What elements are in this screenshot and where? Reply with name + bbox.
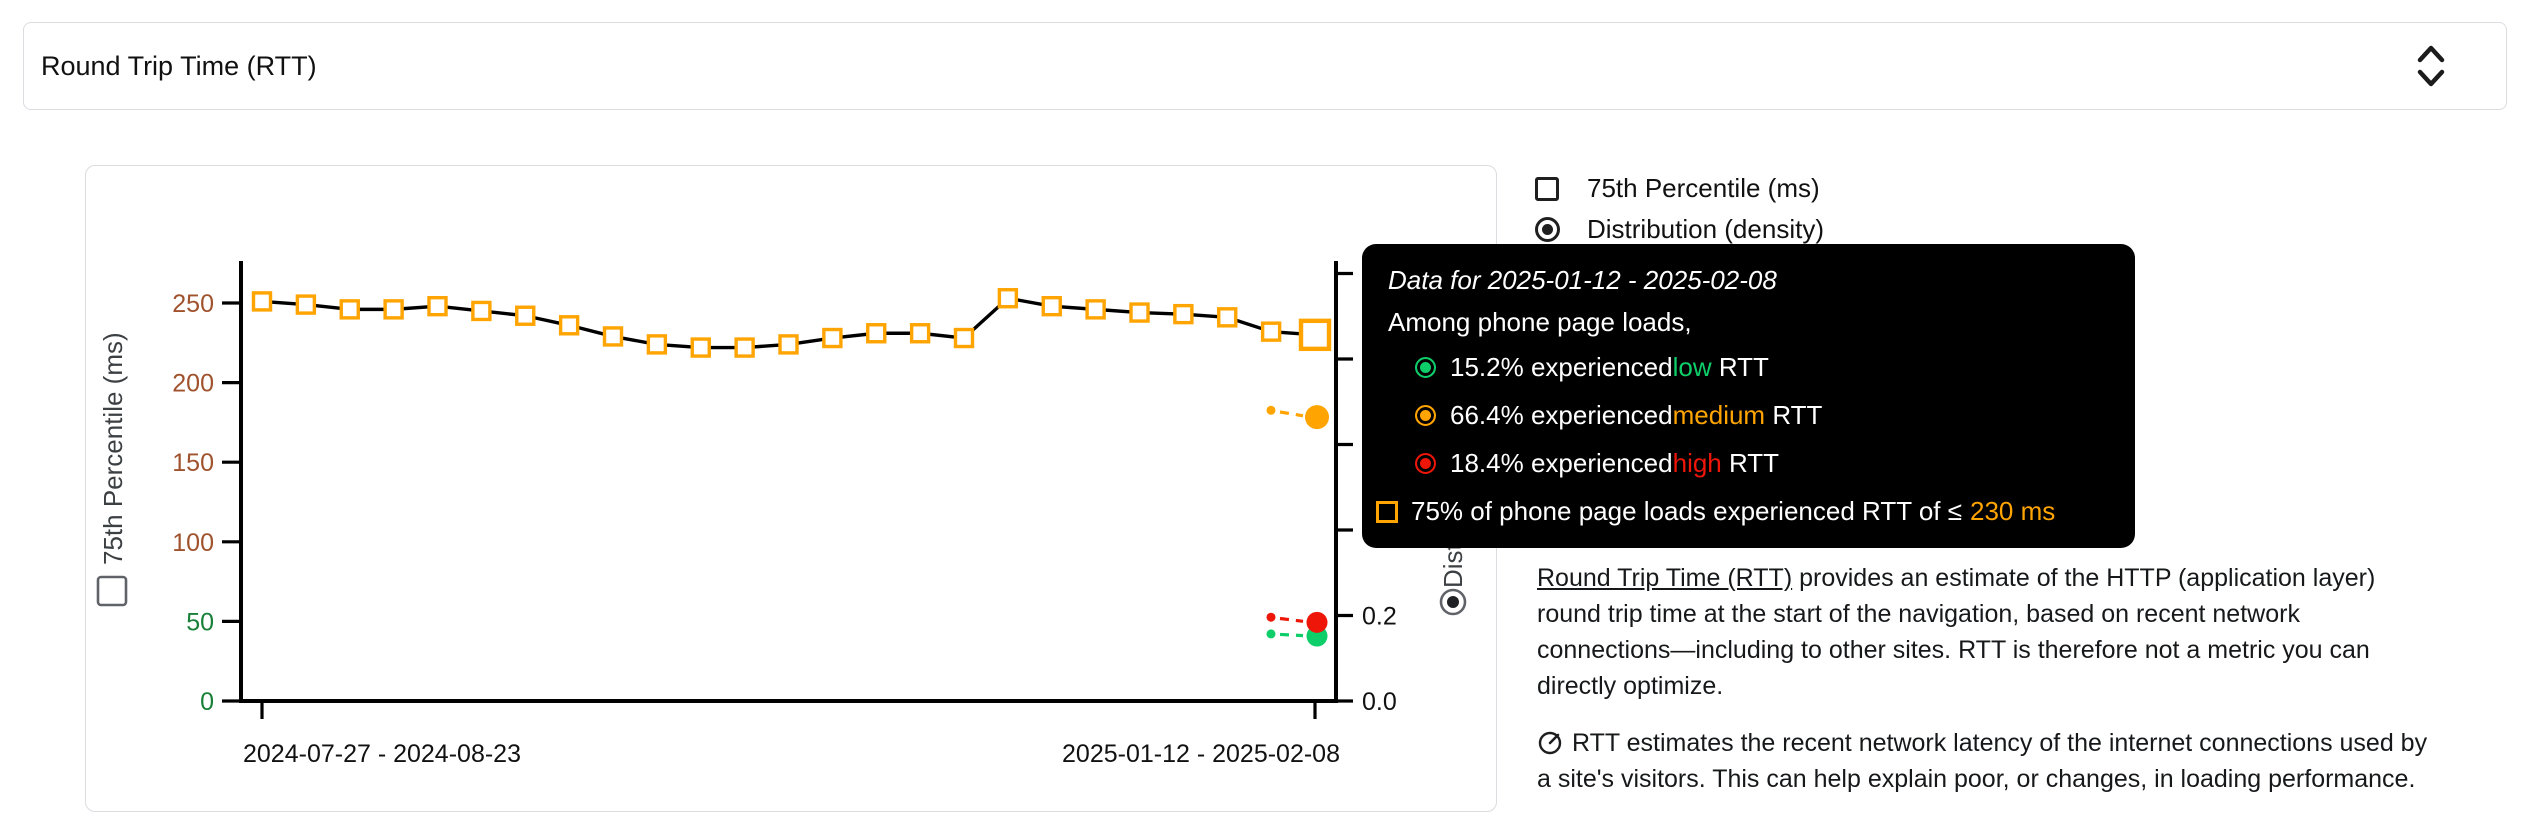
data-point-marker[interactable] [339,299,360,320]
y-axis-tick-label: 250 [172,290,214,318]
data-point-marker[interactable] [734,337,755,358]
metric-dropdown[interactable]: Round Trip Time (RTT) [23,22,2507,110]
data-point-marker[interactable] [1041,295,1062,317]
data-point-marker[interactable] [1260,321,1282,342]
rtt-docs-link[interactable]: Round Trip Time (RTT) [1537,564,1793,592]
tooltip-title: Data for 2025-01-12 - 2025-02-08 [1388,265,1777,295]
tooltip-density-row-high: 18.4% experienced high RTT [1388,439,2109,487]
density-axis-tick-label: 0.2 [1362,603,1397,631]
data-point-marker[interactable] [1217,307,1238,328]
legend-item-label: 75th Percentile (ms) [1587,173,1820,203]
tooltip-p75-text: 75% of phone page loads experienced RTT … [1411,496,1963,526]
tooltip-p75-value: 230 ms [1970,496,2056,526]
y-axis-tick-label: 50 [186,608,214,636]
legend-item-label: Distribution (density) [1587,214,1824,244]
highlighted-data-point[interactable] [1298,318,1332,352]
y-axis-tick-label: 200 [172,370,214,398]
description-paragraph-2: RTT estimates the recent network latency… [1537,725,2434,797]
chart-tooltip: Data for 2025-01-12 - 2025-02-08 Among p… [1362,244,2135,548]
description-paragraph-2-text: RTT estimates the recent network latency… [1537,729,2428,793]
y-axis-tick-label: 150 [172,449,214,477]
density-prev-dot-low [1266,629,1276,639]
tooltip-row-text: 18.4% experienced [1450,447,1673,478]
tooltip-density-row-low: 15.2% experienced low RTT [1388,343,2109,391]
tooltip-row-text: 15.2% experienced [1450,351,1673,382]
chart-legend: 75th Percentile (ms) Distribution (densi… [1535,173,1824,245]
y-axis-left-title: 75th Percentile (ms) [98,332,128,565]
tooltip-p75-row: 75% of phone page loads experienced RTT … [1376,487,2109,536]
data-point-marker[interactable] [909,323,931,344]
data-point-marker[interactable] [251,291,273,312]
tooltip-subtitle: Among phone page loads, [1388,307,1692,337]
data-point-marker[interactable] [953,327,975,349]
p75-square-marker-icon [1376,500,1398,523]
density-prev-dot-high [1266,612,1276,622]
tooltip-row-suffix: RTT [1711,351,1769,382]
data-point-marker[interactable] [1129,302,1150,323]
radio-selected-icon[interactable] [1535,217,1560,242]
density-axis-tick-label: 0.0 [1362,688,1397,716]
tooltip-row-quality: medium [1672,399,1766,430]
gauge-icon [1538,731,1562,755]
high-density-circle-icon [1415,452,1436,474]
data-point-marker[interactable] [866,323,887,344]
medium-density-circle-icon [1415,404,1436,426]
metric-description: Round Trip Time (RTT) provides an estima… [1537,560,2434,797]
description-paragraph-1-text: provides an estimate of the HTTP (applic… [1537,564,2376,700]
chart-card [85,165,1497,812]
description-paragraph-1: Round Trip Time (RTT) provides an estima… [1537,560,2434,704]
data-point-marker[interactable] [822,327,843,349]
density-marker-medium[interactable] [1305,405,1329,430]
tooltip-row-suffix: RTT [1765,399,1823,430]
checkbox-unchecked-icon[interactable] [1535,176,1559,201]
legend-item-distribution[interactable]: Distribution (density) [1535,214,1824,245]
data-point-marker[interactable] [1085,299,1106,320]
y-axis-checkbox-icon [96,575,128,607]
density-trend-dash-medium [1279,410,1304,418]
density-trend-dash-low [1279,632,1304,638]
density-prev-dot-medium [1266,405,1276,415]
data-point-marker[interactable] [778,334,799,355]
y-axis-tick-label: 0 [200,688,214,716]
low-density-circle-icon [1415,356,1436,378]
legend-item-75th-percentile[interactable]: 75th Percentile (ms) [1535,173,1824,204]
density-trend-dash-high [1279,616,1304,623]
tooltip-row-quality: low [1672,351,1712,382]
data-point-marker[interactable] [558,315,580,336]
data-point-marker[interactable] [295,294,317,315]
data-point-marker[interactable] [427,295,448,317]
data-point-marker[interactable] [646,334,668,355]
x-axis-tick-label: 2025-01-12 - 2025-02-08 [1062,740,1340,768]
data-point-marker[interactable] [602,326,624,347]
y-axis-tick-label: 100 [172,529,214,557]
data-point-marker[interactable] [690,337,711,358]
tooltip-row-suffix: RTT [1721,447,1780,478]
y-axis-radio-dot-icon [1447,596,1459,608]
tooltip-density-row-medium: 66.4% experienced medium RTT [1388,391,2109,439]
tooltip-rows: 15.2% experienced low RTT 66.4% experienc… [1388,343,2109,487]
metric-dropdown-label: Round Trip Time (RTT) [41,50,317,81]
data-point-marker[interactable] [471,300,492,322]
data-point-marker[interactable] [997,288,1019,309]
x-axis-tick-label: 2024-07-27 - 2024-08-23 [243,740,521,768]
tooltip-row-quality: high [1672,447,1722,478]
density-marker-high[interactable] [1306,611,1328,633]
data-point-marker[interactable] [515,305,536,326]
unfold-more-icon [2417,45,2445,87]
data-point-marker[interactable] [383,299,404,320]
tooltip-row-text: 66.4% experienced [1450,399,1673,430]
data-point-marker[interactable] [1173,303,1194,325]
